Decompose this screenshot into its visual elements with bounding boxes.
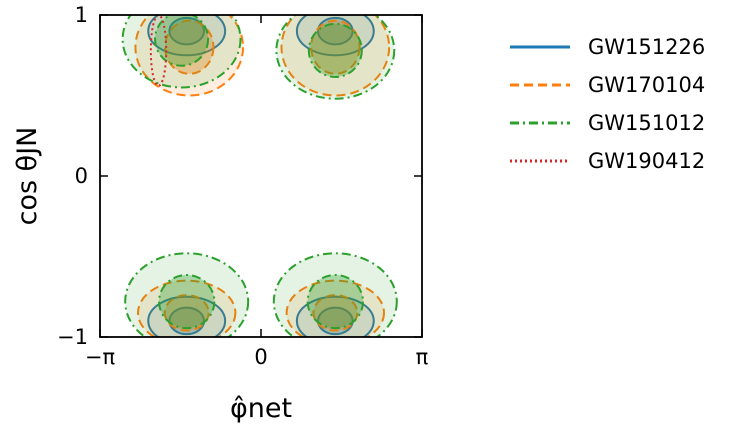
region-gw151012-3 bbox=[272, 252, 398, 337]
region-gw170104-2 bbox=[137, 279, 237, 337]
axis-ticks bbox=[99, 14, 423, 338]
legend-label-gw190412: GW190412 bbox=[588, 149, 705, 173]
legend-label-gw151226: GW151226 bbox=[588, 35, 705, 59]
legend: GW151226 GW170104 GW151012 GW190412 bbox=[510, 35, 705, 173]
legend-label-gw170104: GW170104 bbox=[588, 73, 705, 97]
contour-regions bbox=[121, 15, 398, 337]
region-gw151012-1 bbox=[275, 15, 396, 100]
y-axis-label: cos θJN bbox=[12, 127, 43, 226]
x-tick-label-right: π bbox=[416, 345, 429, 369]
region-core-gw170104-3 bbox=[312, 294, 359, 332]
region-core-gw151012-3 bbox=[306, 274, 364, 330]
region-core-gw151012-1 bbox=[307, 22, 363, 78]
region-gw151226-2 bbox=[147, 295, 227, 337]
region-gw170104-3 bbox=[285, 279, 385, 337]
region-gw151012-2 bbox=[124, 252, 250, 337]
y-tick-label-bottom: −1 bbox=[57, 325, 88, 349]
region-core-gw151012-0 bbox=[154, 15, 210, 67]
region-gw151226-1 bbox=[295, 15, 375, 57]
region-gw170104-0 bbox=[134, 15, 245, 97]
region-core-gw170104-0 bbox=[164, 19, 215, 75]
y-tick-label-middle: 0 bbox=[75, 164, 88, 188]
y-tick-label-top: 1 bbox=[75, 3, 88, 27]
region-core-gw170104-2 bbox=[163, 294, 210, 332]
region-core-gw170104-1 bbox=[310, 19, 361, 75]
region-core-gw151012-2 bbox=[158, 274, 216, 330]
x-tick-label-middle: 0 bbox=[254, 345, 267, 369]
region-gw151226-3 bbox=[295, 295, 375, 337]
region-gw151226-0 bbox=[147, 15, 227, 57]
region-gw170104-1 bbox=[280, 15, 391, 97]
region-gw190412-0 bbox=[149, 15, 168, 87]
x-axis-label: φ̂net bbox=[230, 393, 292, 424]
x-tick-label-left: −π bbox=[85, 345, 116, 369]
legend-label-gw151012: GW151012 bbox=[588, 111, 705, 135]
